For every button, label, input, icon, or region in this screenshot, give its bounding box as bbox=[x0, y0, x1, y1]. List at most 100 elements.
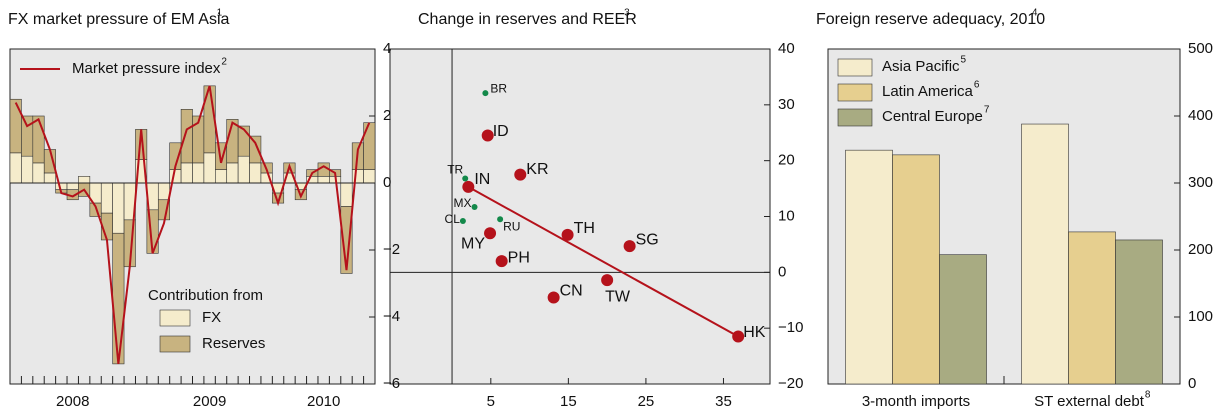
y-tick-label: 300 bbox=[1188, 174, 1213, 191]
bar-segment bbox=[66, 182, 79, 190]
point bbox=[462, 180, 475, 193]
bar-segment bbox=[9, 98, 22, 154]
bar-segment bbox=[351, 169, 364, 184]
point-label: RU bbox=[503, 219, 520, 233]
y-tick-label: −2 bbox=[383, 241, 400, 258]
bar-segment bbox=[237, 155, 250, 184]
point bbox=[471, 204, 478, 211]
x-tick-label: 35 bbox=[715, 393, 732, 410]
bar bbox=[1021, 123, 1069, 385]
y-tick-label: 0 bbox=[1188, 375, 1196, 392]
chart-title-note: 3 bbox=[624, 8, 630, 19]
bar-segment bbox=[249, 135, 262, 164]
y-tick-label: −4 bbox=[383, 308, 400, 325]
point-label: PH bbox=[508, 249, 530, 266]
bar-segment bbox=[203, 152, 216, 184]
x-tick-label: 2010 bbox=[307, 393, 340, 410]
bar bbox=[1068, 231, 1116, 385]
y-tick-label: 30 bbox=[778, 96, 795, 113]
x-tick-label: 15 bbox=[560, 393, 577, 410]
panel-2-frame bbox=[389, 48, 771, 385]
point-label: BR bbox=[490, 81, 507, 95]
y-tick-label: 4 bbox=[383, 40, 391, 57]
x-tick-label: 2008 bbox=[56, 393, 89, 410]
chart-title: Change in reserves and REER bbox=[418, 11, 637, 28]
point bbox=[497, 216, 504, 223]
y-tick-label: −6 bbox=[383, 375, 400, 392]
y-tick-label: 0 bbox=[383, 174, 391, 191]
legend-label: Latin America bbox=[882, 83, 974, 100]
point-label: TR bbox=[447, 163, 463, 177]
legend-label: Market pressure index bbox=[72, 60, 221, 77]
x-tick-label: ST external debt bbox=[1034, 393, 1145, 410]
y-tick-label: 2 bbox=[383, 107, 391, 124]
bar-segment bbox=[226, 162, 239, 184]
bar-segment bbox=[32, 162, 45, 184]
point bbox=[547, 291, 560, 304]
legend-label-note: 6 bbox=[974, 80, 980, 91]
index-line bbox=[14, 85, 371, 365]
point bbox=[732, 330, 745, 343]
legend-swatch bbox=[837, 58, 873, 77]
point-label: KR bbox=[526, 161, 548, 178]
bar-segment bbox=[112, 182, 125, 234]
point-label: ID bbox=[493, 123, 509, 140]
legend-label-note: 2 bbox=[221, 57, 227, 68]
point bbox=[462, 175, 469, 182]
y-tick-label: 20 bbox=[778, 152, 795, 169]
point-label: CN bbox=[560, 283, 583, 300]
bar-segment bbox=[55, 182, 68, 190]
point-label: MX bbox=[454, 196, 472, 210]
point bbox=[482, 90, 489, 97]
y-tick-label: 10 bbox=[778, 207, 795, 224]
x-tick-label: 2009 bbox=[193, 393, 226, 410]
chart-title-note: 4 bbox=[1032, 8, 1038, 19]
y-tick-label: 500 bbox=[1188, 40, 1213, 57]
bar-segment bbox=[169, 169, 182, 184]
point-label: MY bbox=[461, 235, 485, 252]
point-label: CL bbox=[445, 212, 461, 226]
point bbox=[561, 228, 574, 241]
legend-label: Central Europe bbox=[882, 108, 983, 125]
bar-segment bbox=[157, 182, 170, 201]
y-tick-label: 40 bbox=[778, 40, 795, 57]
bar-segment bbox=[180, 109, 193, 164]
bar-segment bbox=[192, 162, 205, 184]
chart-title-note: 1 bbox=[217, 8, 223, 19]
bar-segment bbox=[32, 115, 45, 164]
bar-segment bbox=[43, 172, 56, 184]
point-label: HK bbox=[743, 324, 766, 341]
bar bbox=[892, 154, 940, 385]
bar bbox=[939, 254, 987, 385]
point bbox=[514, 168, 527, 181]
bar bbox=[845, 149, 893, 385]
bar-segment bbox=[21, 155, 34, 184]
legend-label-note: 5 bbox=[961, 55, 967, 66]
bar bbox=[1115, 239, 1163, 385]
bar-segment bbox=[180, 162, 193, 184]
legend-title: Contribution from bbox=[148, 287, 263, 304]
bar-segment bbox=[317, 176, 330, 184]
x-tick-label-note: 8 bbox=[1145, 390, 1151, 401]
bar-segment bbox=[340, 182, 353, 207]
y-tick-label: −20 bbox=[778, 375, 803, 392]
bar-segment bbox=[112, 232, 125, 365]
x-tick-label: 3-month imports bbox=[862, 393, 970, 410]
chart-title: FX market pressure of EM Asia bbox=[8, 11, 230, 28]
legend-label: Reserves bbox=[202, 335, 265, 352]
bar-segment bbox=[78, 176, 91, 184]
y-tick-label: 0 bbox=[778, 263, 786, 280]
point-label: TH bbox=[574, 220, 595, 237]
chart-title: Foreign reserve adequacy, 2010 bbox=[816, 11, 1045, 28]
point bbox=[459, 217, 466, 224]
bar-segment bbox=[215, 169, 228, 184]
point-label: TW bbox=[605, 288, 631, 305]
bar-segment bbox=[340, 206, 353, 274]
bar-segment bbox=[100, 182, 113, 214]
y-tick-label: −10 bbox=[778, 319, 803, 336]
legend-swatch bbox=[159, 309, 191, 327]
bar-segment bbox=[363, 169, 376, 184]
legend-label-note: 7 bbox=[984, 105, 990, 116]
